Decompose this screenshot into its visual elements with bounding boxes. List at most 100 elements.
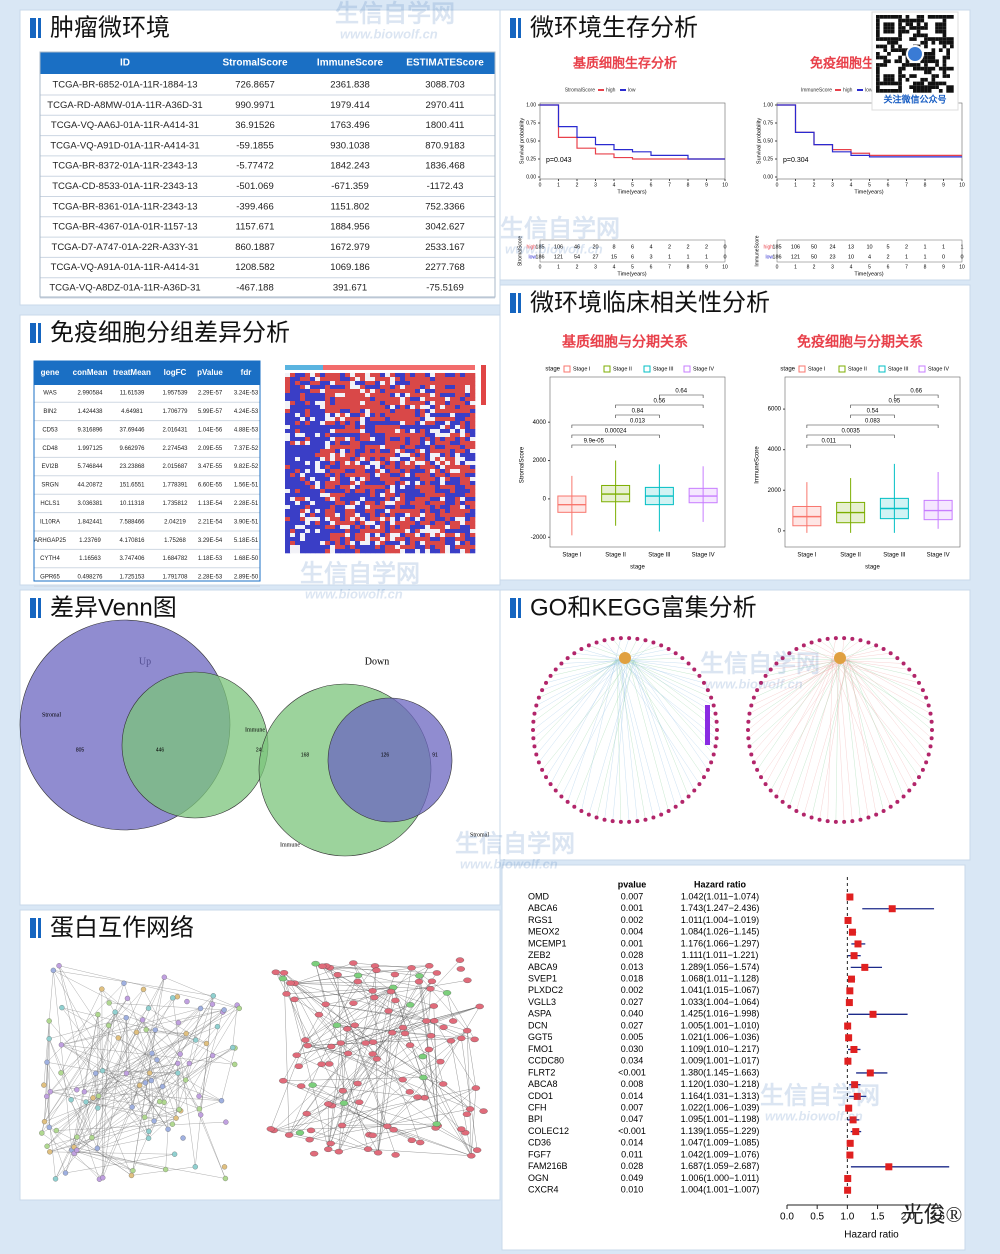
heatmap-cell (460, 549, 466, 554)
gene-link (757, 659, 849, 691)
heatmap-cell (420, 489, 426, 494)
heatmap-cell (460, 485, 466, 490)
p-value: 0.027 (621, 1020, 644, 1030)
heatmap-cell (455, 477, 461, 482)
heatmap-cell (405, 433, 411, 438)
heatmap-cell (415, 489, 421, 494)
heatmap-cell (380, 421, 386, 426)
gene-link (756, 659, 833, 771)
heatmap-cell (425, 541, 431, 546)
heatmap-cell (305, 549, 311, 554)
heatmap-cell (455, 473, 461, 478)
table-cell: 1157.671 (236, 222, 275, 233)
qr-cell (883, 29, 888, 34)
risk-count: 50 (811, 244, 817, 250)
qr-cell (887, 74, 891, 78)
gene-node (759, 775, 764, 780)
heatmap-cell (355, 405, 361, 410)
qr-cell (942, 81, 947, 86)
hazard-ratio: 1.022(1.006−1.039) (681, 1103, 760, 1113)
ppi-edge (185, 1055, 213, 1081)
heatmap-cell (375, 373, 381, 378)
heatmap-cell (435, 441, 441, 446)
ppi-edge (328, 1028, 348, 1150)
heatmap-cell (320, 461, 326, 466)
heatmap-cell (400, 393, 406, 398)
venn-title: Down (365, 656, 389, 667)
heatmap-cell (335, 545, 341, 550)
qr-cell (876, 77, 880, 82)
heatmap-cell (425, 549, 431, 554)
heatmap-cell (315, 509, 321, 514)
heatmap-cell (410, 393, 416, 398)
significance-label: 0.95 (889, 399, 901, 405)
ppi-edge (273, 1087, 476, 1131)
heatmap-cell (380, 397, 386, 402)
heatmap-cell (405, 477, 411, 482)
gene-node (794, 809, 799, 814)
signature: 光俊® (902, 1202, 963, 1227)
gene-node (901, 794, 906, 799)
x-tick-label: 9 (942, 264, 945, 270)
heatmap-cell (435, 461, 441, 466)
heatmap-cell (400, 409, 406, 414)
heatmap-cell (460, 525, 466, 530)
heatmap-cell (435, 409, 441, 414)
heatmap-cell (410, 397, 416, 402)
heatmap-cell (285, 393, 291, 398)
hr-point (844, 1186, 852, 1194)
heatmap-cell (400, 521, 406, 526)
heatmap-cell (395, 437, 401, 442)
heatmap-cell (390, 421, 396, 426)
heatmap-cell (300, 421, 306, 426)
heatmap-cell (470, 549, 476, 554)
heatmap-cell (305, 413, 311, 418)
gene-node (565, 656, 570, 661)
qr-cell (950, 40, 954, 45)
heatmap-cell (465, 501, 471, 506)
heatmap-cell (325, 501, 331, 506)
heatmap-cell (465, 481, 471, 486)
heatmap-cell (290, 453, 296, 458)
heatmap-cell (395, 413, 401, 418)
gene-node (763, 782, 768, 787)
ppi-edge (46, 1097, 94, 1147)
table-cell: 870.9183 (425, 140, 465, 151)
heatmap-cell (445, 445, 451, 450)
heatmap-cell (320, 405, 326, 410)
gene-node (749, 703, 754, 708)
x-tick-label: 7 (668, 264, 671, 270)
table-cell: 3.036381 (77, 501, 103, 507)
gene-node (751, 760, 756, 765)
heatmap-cell (420, 393, 426, 398)
gene-link (827, 659, 833, 822)
gene-node (916, 680, 921, 685)
heatmap-cell (390, 517, 396, 522)
ppi-edge (46, 1101, 87, 1147)
ppi-node (355, 1099, 364, 1105)
risk-count: 1 (686, 254, 689, 260)
ppi-node (309, 1150, 319, 1157)
heatmap-cell (285, 445, 291, 450)
ppi-node (368, 1051, 377, 1057)
y-tick-label: 0.50 (763, 138, 773, 144)
heatmap-cell (340, 393, 346, 398)
ppi-edge (298, 965, 376, 1067)
gene-label: COLEC12 (528, 1126, 569, 1136)
ppi-node (196, 1106, 203, 1112)
heatmap-cell (370, 477, 376, 482)
qr-cell (913, 26, 917, 30)
heatmap-cell (400, 413, 406, 418)
gene-node (714, 719, 719, 724)
heatmap-cell (470, 445, 476, 450)
heatmap-cell (470, 469, 476, 474)
table-cell: TCGA-VQ-AA6J-01A-11R-A414-31 (51, 120, 199, 131)
heatmap-cell (445, 485, 451, 490)
heatmap-cell (455, 437, 461, 442)
heatmap-cell (460, 517, 466, 522)
heatmap-cell (370, 421, 376, 426)
ppi-edge (307, 1045, 349, 1054)
qr-cell (927, 81, 932, 86)
title-marker (38, 598, 41, 618)
